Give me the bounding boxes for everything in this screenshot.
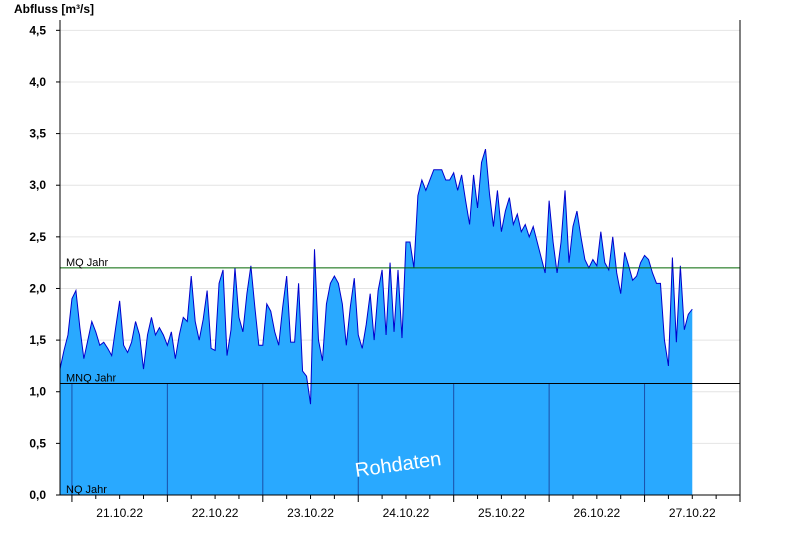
y-tick-label: 3,5	[29, 127, 46, 141]
x-tick-label: 25.10.22	[478, 506, 525, 520]
x-tick-label: 22.10.22	[192, 506, 239, 520]
reference-line-label: NQ Jahr	[66, 484, 107, 496]
y-tick-label: 0,5	[29, 436, 46, 450]
x-tick-label: 27.10.22	[669, 506, 716, 520]
y-tick-label: 3,0	[29, 178, 46, 192]
reference-line-label: MQ Jahr	[66, 257, 109, 269]
x-tick-label: 24.10.22	[383, 506, 430, 520]
x-tick-label: 23.10.22	[287, 506, 334, 520]
reference-line-label: MNQ Jahr	[66, 372, 116, 384]
y-tick-label: 2,0	[29, 281, 46, 295]
x-tick-label: 21.10.22	[96, 506, 143, 520]
y-tick-label: 1,5	[29, 333, 46, 347]
x-tick-label: 26.10.22	[573, 506, 620, 520]
y-tick-label: 2,5	[29, 230, 46, 244]
y-tick-label: 4,0	[29, 75, 46, 89]
y-tick-label: 4,5	[29, 23, 46, 37]
y-axis-title: Abfluss [m³/s]	[14, 2, 94, 16]
y-tick-label: 1,0	[29, 385, 46, 399]
y-tick-label: 0,0	[29, 488, 46, 502]
discharge-area	[60, 149, 693, 495]
discharge-line	[59, 148, 693, 405]
